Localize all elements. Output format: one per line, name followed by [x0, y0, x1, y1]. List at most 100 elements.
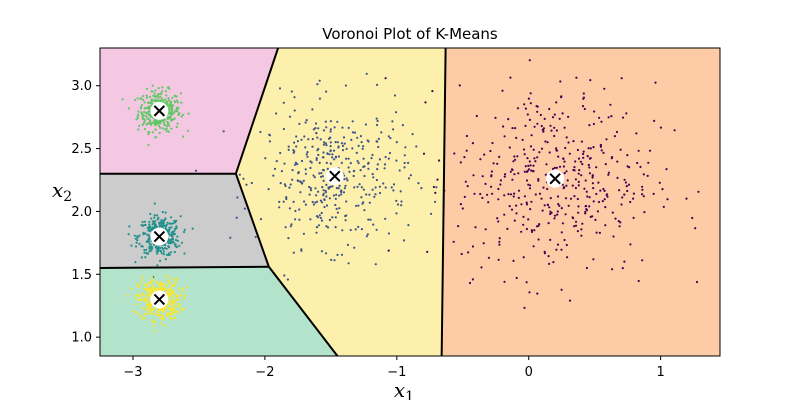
data-point [526, 113, 529, 116]
data-point [507, 193, 510, 196]
data-point [594, 218, 597, 221]
data-point [536, 122, 539, 125]
data-point [155, 214, 159, 217]
centroid-marker [150, 290, 169, 309]
data-point [325, 126, 328, 129]
data-point [613, 135, 617, 138]
data-point [496, 217, 499, 220]
data-point [135, 294, 138, 297]
data-point [620, 77, 623, 80]
data-point [545, 163, 548, 166]
data-point [163, 247, 167, 250]
data-point [345, 214, 348, 217]
data-point [324, 252, 328, 255]
data-point [563, 172, 566, 175]
data-point [170, 251, 173, 254]
data-point [167, 239, 170, 242]
data-point [153, 92, 156, 95]
data-point [343, 187, 346, 190]
data-point [563, 126, 566, 129]
data-point [326, 167, 329, 170]
data-point [142, 121, 145, 124]
data-point [319, 138, 322, 141]
data-point [548, 151, 551, 154]
data-point [320, 201, 324, 204]
data-point [149, 312, 152, 315]
data-point [167, 294, 171, 297]
data-point [527, 218, 530, 221]
data-point [549, 197, 552, 200]
data-point [180, 101, 183, 104]
data-point [355, 151, 358, 154]
data-point [340, 193, 343, 196]
data-point [147, 143, 150, 147]
data-point [170, 292, 173, 295]
data-point [486, 193, 489, 196]
data-point [318, 172, 321, 175]
data-point [296, 179, 299, 182]
plot-frame [99, 47, 721, 357]
data-point [146, 294, 149, 297]
data-point [183, 228, 186, 231]
data-point [161, 315, 165, 318]
data-point [324, 189, 327, 192]
data-point [343, 142, 346, 145]
data-point [325, 161, 328, 164]
data-point [589, 147, 592, 150]
data-point [635, 132, 638, 135]
data-point [471, 245, 474, 248]
data-point [567, 115, 570, 118]
data-point [296, 140, 299, 143]
data-point [509, 76, 512, 79]
data-point [652, 192, 655, 195]
data-point [304, 168, 307, 171]
data-point [311, 137, 314, 141]
data-point [154, 124, 157, 127]
data-point [357, 162, 360, 165]
data-point [527, 97, 531, 100]
data-point [328, 218, 331, 221]
data-point [187, 112, 190, 115]
data-point [605, 193, 608, 197]
data-point [596, 210, 600, 213]
data-point [169, 288, 172, 291]
data-point [515, 136, 518, 139]
data-point [621, 267, 624, 270]
data-point [165, 127, 168, 130]
data-point [321, 175, 324, 178]
data-point [306, 155, 309, 158]
data-point [153, 214, 156, 217]
data-point [566, 179, 569, 182]
data-point [162, 250, 165, 253]
data-point [637, 149, 640, 152]
data-point [161, 286, 164, 289]
data-point [514, 158, 517, 161]
data-point [302, 179, 305, 182]
data-point [563, 238, 566, 242]
data-point [341, 229, 344, 232]
data-point [163, 118, 166, 121]
voronoi-boundaries [99, 47, 447, 357]
data-point [524, 107, 528, 110]
boundary-line [234, 47, 280, 175]
data-point [149, 282, 152, 285]
data-point [172, 312, 175, 315]
data-point [565, 243, 568, 247]
data-point [557, 155, 560, 158]
data-point [587, 163, 590, 167]
data-point [629, 200, 632, 204]
data-point [340, 161, 343, 164]
data-point [158, 225, 161, 228]
data-point [627, 183, 631, 186]
data-point [395, 141, 398, 144]
data-point [475, 114, 478, 118]
data-point [543, 252, 547, 255]
data-point [148, 247, 151, 250]
data-point [147, 304, 150, 307]
data-point [156, 248, 159, 251]
data-point [172, 233, 175, 236]
data-point [172, 222, 175, 225]
data-point [164, 217, 167, 220]
data-point [161, 90, 164, 93]
data-point [334, 197, 337, 200]
